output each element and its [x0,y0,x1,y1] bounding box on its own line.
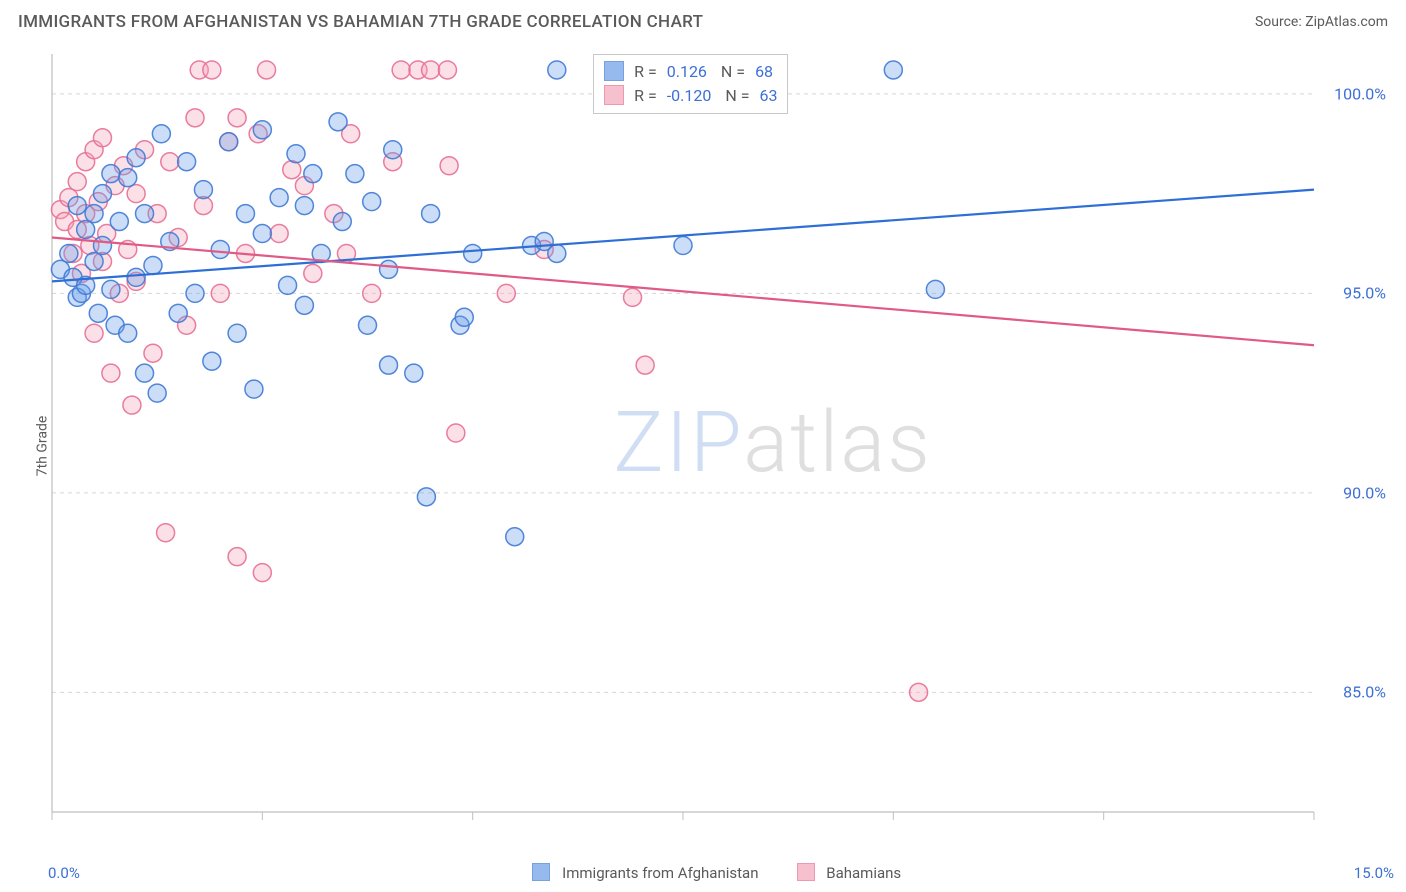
corr-r-value: 0.126 [667,62,707,81]
legend-label-2: Bahamians [826,864,901,882]
footer-legend: 0.0% Immigrants from Afghanistan Bahamia… [48,863,1394,882]
chart-title: IMMIGRANTS FROM AFGHANISTAN VS BAHAMIAN … [18,12,703,32]
legend-swatch-2 [797,863,815,881]
correlation-legend: R = 0.126 N = 68 R = -0.120 N = 63 [593,54,788,114]
chart-header: IMMIGRANTS FROM AFGHANISTAN VS BAHAMIAN … [0,0,1406,40]
y-tick-label: 100.0% [1334,84,1386,103]
legend-label-1: Immigrants from Afghanistan [562,864,758,882]
legend-series-1: Immigrants from Afghanistan [532,863,758,882]
x-tick-min: 0.0% [48,864,80,882]
chart-source: Source: ZipAtlas.com [1255,14,1388,30]
series-legend: Immigrants from Afghanistan Bahamians [532,863,901,882]
y-tick-label: 90.0% [1343,483,1386,502]
y-tick-label: 95.0% [1343,284,1386,303]
corr-n-label: N = [717,62,745,81]
corr-r-label: R = [634,86,657,105]
correlation-row: R = 0.126 N = 68 [604,59,777,83]
legend-swatch-1 [532,863,550,881]
x-tick-max: 15.0% [1354,864,1394,882]
corr-n-value: 68 [755,62,773,81]
corr-n-value: 63 [759,86,777,105]
corr-r-value: -0.120 [667,86,712,105]
chart-area: R = 0.126 N =68R =-0.120 N =63 ZIPatlas … [48,50,1394,830]
legend-series-2: Bahamians [797,863,902,882]
corr-swatch [604,85,624,105]
corr-r-label: R = [634,62,657,81]
scatter-plot [48,50,1394,830]
correlation-row: R = -0.120 N = 63 [604,83,777,107]
y-tick-label: 85.0% [1343,683,1386,702]
corr-n-label: N = [721,86,749,105]
corr-swatch [604,61,624,81]
